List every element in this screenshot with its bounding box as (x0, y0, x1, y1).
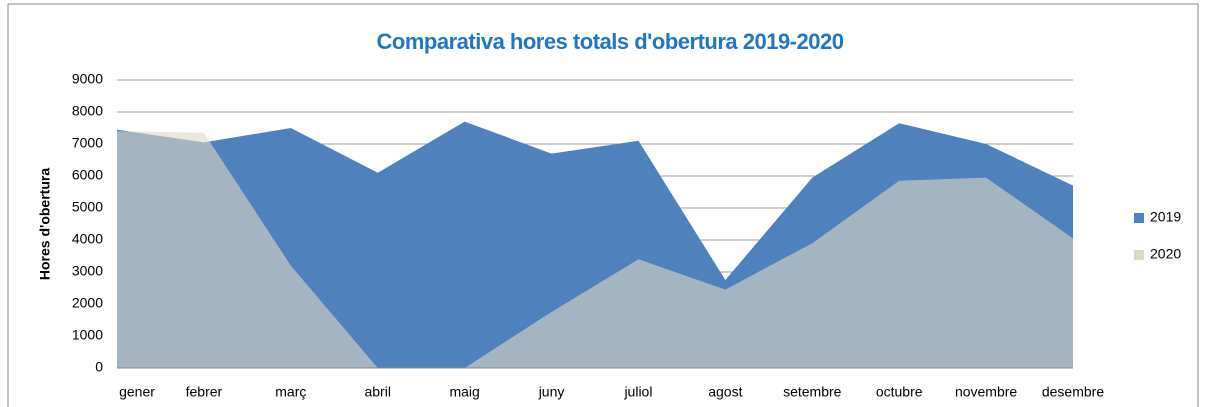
legend-label: 2019 (1150, 209, 1181, 225)
y-tick-label: 6000 (72, 167, 103, 183)
y-tick-label: 4000 (72, 231, 103, 247)
y-axis-label: Hores d'obertura (37, 168, 53, 280)
x-tick-label: agost (708, 384, 742, 400)
y-tick-label: 2000 (72, 295, 103, 311)
x-tick-label: juliol (623, 384, 652, 400)
y-tick-label: 0 (95, 359, 103, 375)
y-tick-label: 8000 (72, 103, 103, 119)
y-tick-label: 3000 (72, 263, 103, 279)
area (117, 131, 1073, 368)
x-tick-label: febrer (186, 384, 223, 400)
x-tick-label: març (275, 384, 306, 400)
x-tick-label: gener (119, 384, 155, 400)
x-tick-label: octubre (876, 384, 923, 400)
y-tick-label: 7000 (72, 135, 103, 151)
y-tick-label: 5000 (72, 199, 103, 215)
legend-swatch (1134, 213, 1144, 223)
y-tick-label: 1000 (72, 327, 103, 343)
y-tick-label: 9000 (72, 71, 103, 87)
legend-label: 2020 (1150, 246, 1181, 262)
x-tick-label: novembre (955, 384, 1017, 400)
x-tick-label: abril (364, 384, 390, 400)
chart-title: Comparativa hores totals d'obertura 2019… (377, 29, 844, 54)
chart-frame (7, 3, 1199, 407)
x-tick-label: desembre (1042, 384, 1104, 400)
legend-swatch (1134, 250, 1144, 260)
x-tick-label: juny (538, 384, 565, 400)
x-tick-label: setembre (783, 384, 842, 400)
x-tick-label: maig (449, 384, 479, 400)
